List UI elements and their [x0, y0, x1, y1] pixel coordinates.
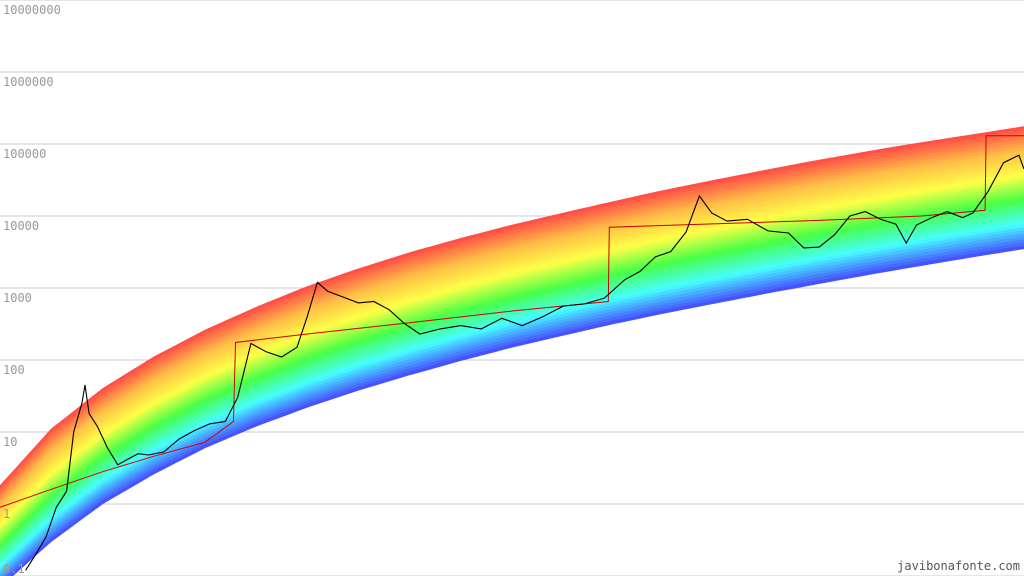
y-tick-label-4: 1000 — [3, 291, 32, 305]
y-tick-label-3: 100 — [3, 363, 25, 377]
y-tick-label-6: 100000 — [3, 147, 46, 161]
y-tick-label-7: 1000000 — [3, 75, 54, 89]
y-tick-label-5: 10000 — [3, 219, 39, 233]
y-tick-label-2: 10 — [3, 435, 17, 449]
y-tick-labels: 0.1 1 10 100 1000 10000 100000 1000000 10000000 — [3, 3, 61, 576]
credit-text: javibonafonte.com — [897, 559, 1020, 573]
series-lines — [0, 135, 1024, 571]
y-tick-label-1: 1 — [3, 507, 10, 521]
series-line-1 — [25, 154, 1024, 571]
series-line-0 — [0, 135, 1024, 508]
y-tick-label-0: 0.1 — [3, 562, 25, 576]
band-strip-39 — [9, 245, 1024, 576]
y-tick-label-8: 10000000 — [3, 3, 61, 17]
rainbow-band — [0, 126, 1024, 576]
